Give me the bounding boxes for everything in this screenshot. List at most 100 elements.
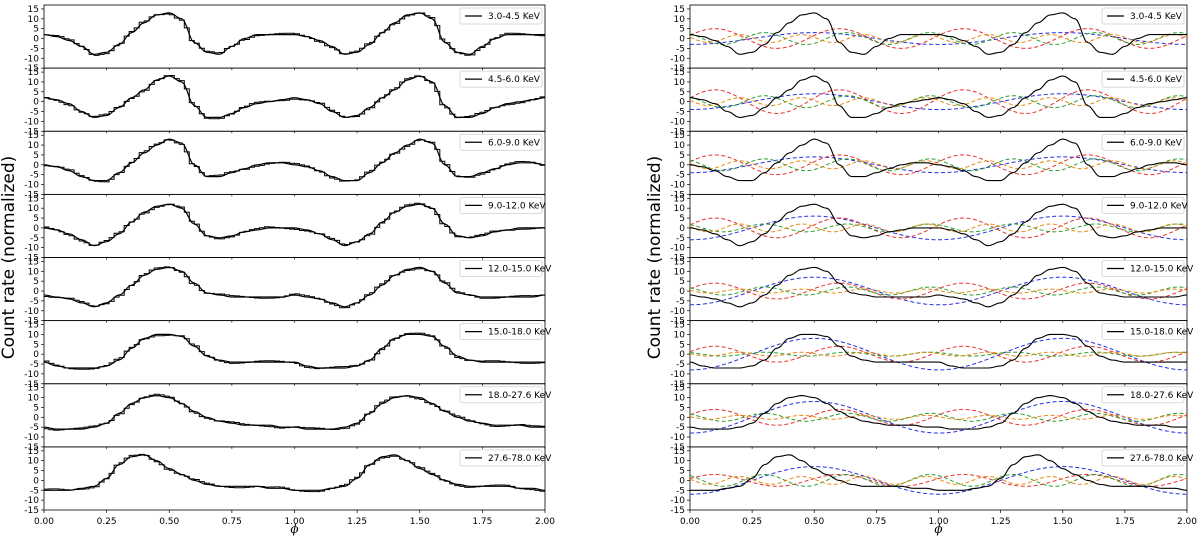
y-tick-label: -10 xyxy=(24,433,39,443)
y-tick-label: -5 xyxy=(676,44,685,54)
y-tick-label: 0 xyxy=(33,350,39,360)
y-tick-label: 15 xyxy=(674,257,685,267)
y-tick-label: -10 xyxy=(670,244,685,254)
harmonic-1-curve xyxy=(690,276,1187,306)
y-tick-label: -15 xyxy=(24,64,39,74)
y-tick-label: 15 xyxy=(28,68,39,78)
y-tick-label: 0 xyxy=(679,161,685,171)
legend-label: 9.0-12.0 KeV xyxy=(488,201,546,211)
y-tick-label: 15 xyxy=(674,131,685,141)
legend-box xyxy=(459,70,543,88)
y-axis-label: Count rate (normalized) xyxy=(645,156,665,360)
y-tick-label: 0 xyxy=(33,161,39,171)
y-tick-label: -10 xyxy=(24,181,39,191)
legend-label: 18.0-27.6 KeV xyxy=(1130,391,1194,401)
legend-label: 27.6-78.0 KeV xyxy=(488,454,552,464)
harmonic-1-curve xyxy=(690,466,1187,495)
y-tick-label: -10 xyxy=(670,117,685,127)
y-tick-label: 5 xyxy=(679,151,685,161)
total-profile-curve xyxy=(689,12,1187,55)
x-tick-label: 1.00 xyxy=(928,517,948,527)
x-axis-label: ϕ xyxy=(290,522,298,536)
y-tick-label: 15 xyxy=(28,131,39,141)
harmonic-2-curve xyxy=(689,345,1188,363)
y-tick-label: 0 xyxy=(33,98,39,108)
legend-label: 27.6-78.0 KeV xyxy=(1130,454,1194,464)
y-tick-label: 10 xyxy=(28,457,40,467)
harmonic-4-curve xyxy=(689,34,1188,44)
legend-box xyxy=(459,449,543,467)
harmonic-4-curve xyxy=(689,288,1188,294)
y-tick-label: 10 xyxy=(674,330,686,340)
y-tick-label: 0 xyxy=(679,224,685,234)
y-tick-label: -5 xyxy=(676,234,685,244)
harmonic-2-curve xyxy=(689,28,1188,49)
harmonic-3-curve xyxy=(689,32,1188,46)
harmonic-4-curve xyxy=(689,475,1188,485)
y-tick-label: 0 xyxy=(679,98,685,108)
model-curve xyxy=(43,394,545,430)
legend-box xyxy=(459,7,543,25)
y-tick-label: 10 xyxy=(674,204,686,214)
y-tick-label: 5 xyxy=(679,88,685,98)
y-tick-label: 10 xyxy=(28,267,40,277)
legend-box xyxy=(1101,70,1185,88)
y-tick-label: -15 xyxy=(24,443,39,453)
x-axis-label: ϕ xyxy=(934,522,942,536)
y-tick-label: -10 xyxy=(24,496,39,506)
y-tick-label: -15 xyxy=(670,127,685,137)
y-tick-label: 0 xyxy=(33,224,39,234)
harmonic-1-curve xyxy=(689,401,1188,434)
y-tick-label: 5 xyxy=(679,214,685,224)
y-tick-label: 5 xyxy=(33,340,39,350)
harmonic-4-curve xyxy=(689,160,1188,170)
total-profile-curve xyxy=(689,203,1187,247)
harmonic-2-curve xyxy=(689,154,1188,176)
legend-box xyxy=(459,196,543,214)
y-tick-label: 15 xyxy=(28,194,39,204)
y-tick-label: -10 xyxy=(24,117,39,127)
y-tick-label: -10 xyxy=(24,307,39,317)
y-tick-label: 10 xyxy=(674,141,686,151)
y-tick-label: 10 xyxy=(28,141,40,151)
y-tick-label: 10 xyxy=(674,457,686,467)
harmonic-3-curve xyxy=(689,95,1188,109)
x-tick-label: 0.25 xyxy=(742,517,762,527)
y-tick-label: -5 xyxy=(676,108,685,118)
y-tick-label: -5 xyxy=(30,108,39,118)
harmonic-4-curve xyxy=(689,223,1188,233)
model-curve xyxy=(44,454,546,491)
legend-box xyxy=(1101,260,1185,277)
y-axis-label: Count rate (normalized) xyxy=(0,156,19,360)
y-tick-label: 10 xyxy=(28,15,40,25)
x-tick-label: 1.50 xyxy=(410,517,430,527)
y-tick-label: 10 xyxy=(28,394,40,404)
legend-label: 3.0-4.5 KeV xyxy=(1130,12,1183,22)
legend-label: 6.0-9.0 KeV xyxy=(488,138,541,148)
model-curve xyxy=(43,266,546,308)
harmonic-2-curve xyxy=(689,408,1188,426)
y-tick-label: 15 xyxy=(28,321,39,331)
harmonic-1-curve xyxy=(689,93,1188,111)
y-tick-label: -10 xyxy=(670,181,685,191)
y-tick-label: -10 xyxy=(670,307,685,317)
legend-box xyxy=(1101,133,1185,151)
y-tick-label: 10 xyxy=(674,267,686,277)
y-tick-label: -5 xyxy=(30,171,39,181)
y-tick-label: 5 xyxy=(33,467,39,477)
y-tick-label: -5 xyxy=(30,360,39,370)
legend-box xyxy=(1101,196,1185,214)
harmonic-2-curve xyxy=(689,89,1188,115)
y-tick-label: 15 xyxy=(28,447,39,457)
y-tick-label: 0 xyxy=(679,476,685,486)
x-tick-label: 0.75 xyxy=(866,517,886,527)
y-tick-label: -15 xyxy=(670,254,685,264)
